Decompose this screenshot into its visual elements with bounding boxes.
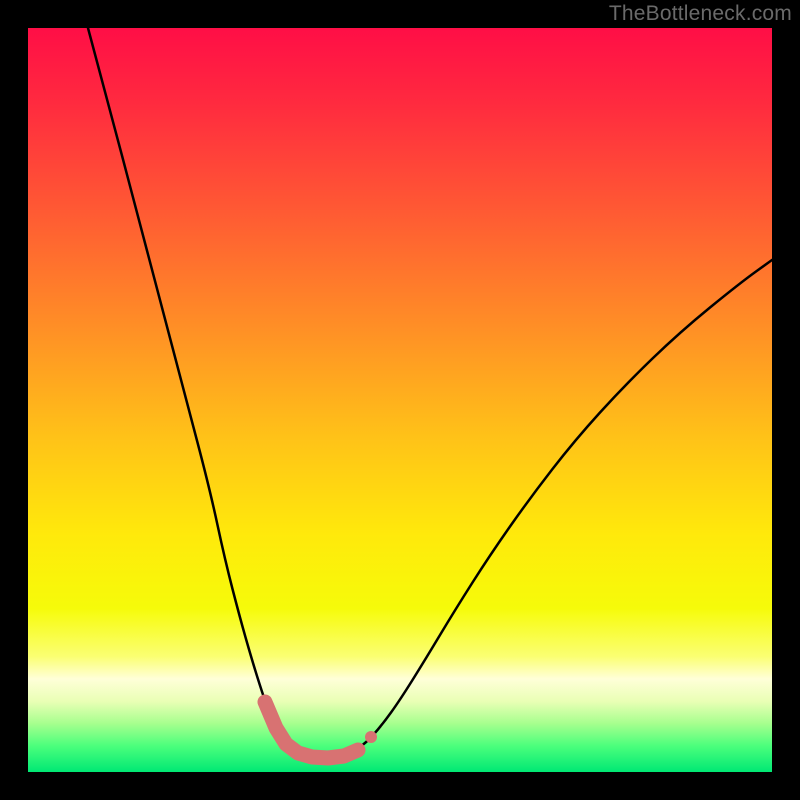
watermark-text: TheBottleneck.com: [609, 2, 792, 26]
chart-frame: TheBottleneck.com: [0, 0, 800, 800]
marker-dot: [365, 731, 377, 743]
plot-area: [28, 28, 772, 772]
bottleneck-chart: [0, 0, 800, 800]
